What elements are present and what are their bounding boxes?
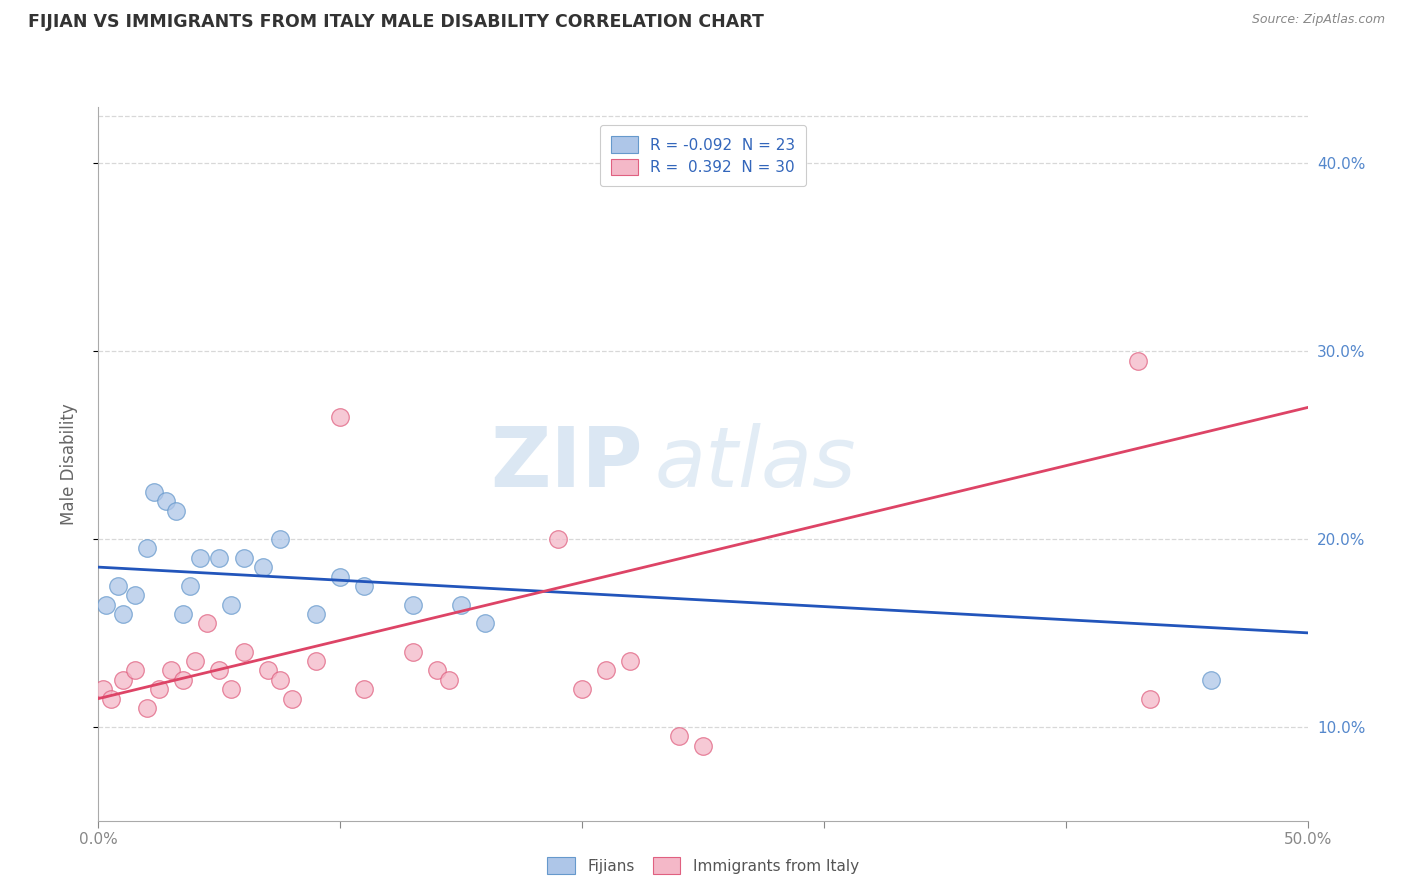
Point (135, 701, 157, 715)
Point (188, 550, 211, 565)
Point (571, 682, 593, 697)
Point (94, 598, 117, 612)
Point (124, 588, 146, 602)
Point (111, 673, 134, 687)
Point (160, 664, 183, 678)
Legend: Fijians, Immigrants from Italy: Fijians, Immigrants from Italy (541, 851, 865, 880)
Point (426, 664, 449, 678)
Text: Source: ZipAtlas.com: Source: ZipAtlas.com (1251, 13, 1385, 27)
Point (252, 560, 274, 574)
Point (353, 682, 375, 697)
Point (184, 654, 207, 668)
Text: FIJIAN VS IMMIGRANTS FROM ITALY MALE DISABILITY CORRELATION CHART: FIJIAN VS IMMIGRANTS FROM ITALY MALE DIS… (28, 13, 763, 31)
Point (221, 682, 243, 697)
Point (232, 550, 254, 565)
Point (172, 607, 194, 621)
Point (172, 673, 194, 687)
Point (692, 739, 714, 753)
Point (668, 729, 690, 743)
Point (353, 579, 375, 593)
Point (450, 598, 472, 612)
Point (143, 485, 166, 500)
Point (256, 664, 278, 678)
Point (155, 494, 177, 508)
Point (269, 532, 291, 546)
Point (124, 664, 146, 678)
Legend: R = -0.092  N = 23, R =  0.392  N = 30: R = -0.092 N = 23, R = 0.392 N = 30 (600, 126, 806, 186)
Point (221, 598, 243, 612)
Text: atlas: atlas (655, 424, 856, 504)
Point (179, 579, 201, 593)
Point (208, 550, 231, 565)
Point (595, 664, 617, 678)
Point (165, 504, 187, 518)
Text: ZIP: ZIP (491, 424, 643, 504)
Point (1139, 691, 1161, 706)
Point (474, 616, 496, 631)
Point (1199, 673, 1222, 687)
Point (402, 598, 425, 612)
Point (1128, 353, 1150, 368)
Point (329, 569, 352, 583)
Point (437, 673, 460, 687)
Point (107, 579, 129, 593)
Y-axis label: Male Disability: Male Disability (59, 403, 77, 524)
Point (232, 645, 254, 659)
Point (91, 682, 114, 697)
Point (269, 673, 291, 687)
Point (100, 691, 122, 706)
Point (619, 654, 641, 668)
Point (208, 664, 231, 678)
Point (547, 532, 569, 546)
Point (148, 682, 170, 697)
Point (135, 541, 157, 556)
Point (111, 607, 134, 621)
Point (402, 645, 425, 659)
Point (329, 409, 352, 424)
Point (305, 654, 328, 668)
Point (195, 616, 218, 631)
Point (305, 607, 328, 621)
Point (281, 691, 304, 706)
